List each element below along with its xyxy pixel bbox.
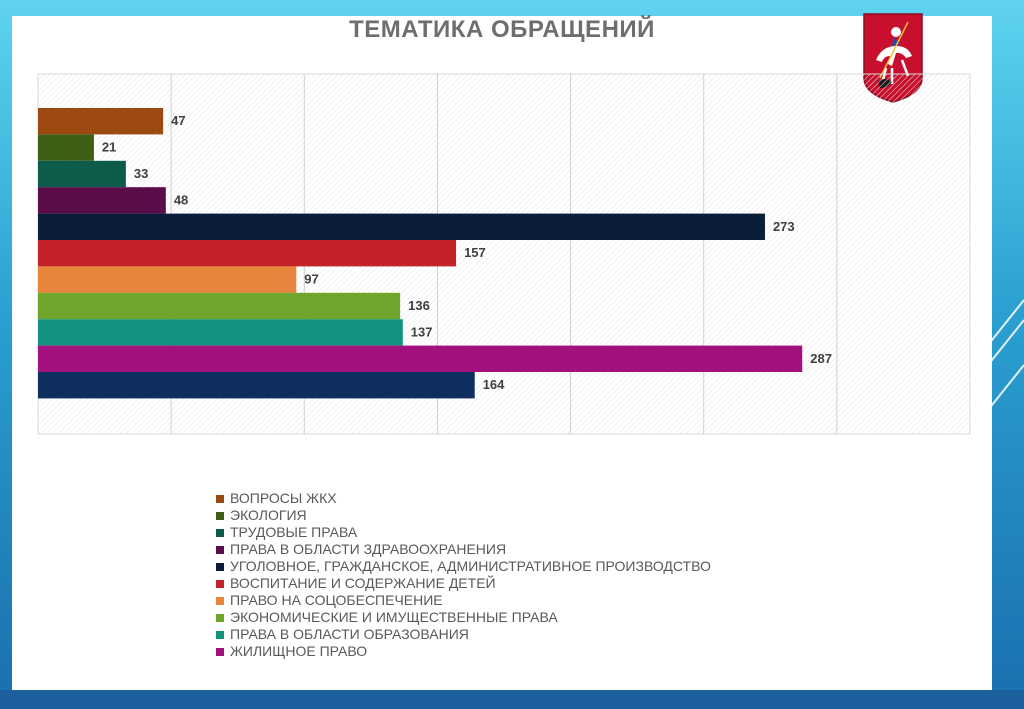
legend-swatch xyxy=(216,630,224,639)
data-label: 47 xyxy=(171,113,185,128)
bar xyxy=(38,187,166,214)
plot-area: 47 21 33 48 273 157 97 136 137 287 164 xyxy=(26,58,974,443)
legend-label: ПРАВА В ОБЛАСТИ ОБРАЗОВАНИЯ xyxy=(230,626,469,642)
data-label: 48 xyxy=(174,192,188,207)
legend-label: ПРАВА В ОБЛАСТИ ЗДРАВООХРАНЕНИЯ xyxy=(230,541,507,557)
legend-item: ВОСПИТАНИЕ И СОДЕРЖАНИЕ ДЕТЕЙ xyxy=(216,575,711,592)
bar xyxy=(38,292,401,320)
legend-item: ЖИЛИЩНОЕ ПРАВО xyxy=(216,643,711,660)
bar xyxy=(38,213,765,240)
legend-label: ВОПРОСЫ ЖКХ xyxy=(230,490,337,506)
bar xyxy=(38,319,403,346)
data-label: 157 xyxy=(464,245,486,260)
chart-legend: ВОПРОСЫ ЖКХ ЭКОЛОГИЯ ТРУДОВЫЕ ПРАВА ПРАВА В… xyxy=(216,490,711,660)
legend-label: УГОЛОВНОЕ, ГРАЖДАНСКОЕ, АДМИНИСТРАТИВНОЕ… xyxy=(230,558,711,574)
bar-chart: 47 21 33 48 273 157 97 136 137 287 164 xyxy=(37,73,971,435)
legend-item: ЭКОЛОГИЯ xyxy=(216,507,711,524)
legend-item: ТРУДОВЫЕ ПРАВА xyxy=(216,524,711,541)
legend-swatch xyxy=(216,613,224,622)
bar xyxy=(38,240,457,267)
legend-label: ЖИЛИЩНОЕ ПРАВО xyxy=(230,643,368,659)
bar xyxy=(38,345,803,372)
legend-swatch xyxy=(216,494,224,503)
chart-title: ТЕМАТИКА ОБРАЩЕНИЙ xyxy=(349,16,655,43)
bar xyxy=(38,372,475,399)
legend-item: ЭКОНОМИЧЕСКИЕ И ИМУЩЕСТВЕННЫЕ ПРАВА xyxy=(216,609,711,626)
bar xyxy=(38,160,126,188)
legend-swatch xyxy=(216,647,224,656)
legend-label: ВОСПИТАНИЕ И СОДЕРЖАНИЕ ДЕТЕЙ xyxy=(230,575,496,591)
data-label: 287 xyxy=(810,351,832,366)
legend-label: ПРАВО НА СОЦОБЕСПЕЧЕНИЕ xyxy=(230,592,443,608)
legend-item: ПРАВО НА СОЦОБЕСПЕЧЕНИЕ xyxy=(216,592,711,609)
legend-item: УГОЛОВНОЕ, ГРАЖДАНСКОЕ, АДМИНИСТРАТИВНОЕ… xyxy=(216,558,711,575)
legend-item: ПРАВА В ОБЛАСТИ ОБРАЗОВАНИЯ xyxy=(216,626,711,643)
legend-swatch xyxy=(216,511,224,520)
legend-swatch xyxy=(216,528,224,537)
legend-swatch xyxy=(216,562,224,571)
bar xyxy=(38,108,164,135)
bar xyxy=(38,266,297,293)
data-label: 21 xyxy=(102,140,116,155)
data-label: 136 xyxy=(408,298,430,313)
data-label: 137 xyxy=(411,324,433,339)
data-label: 33 xyxy=(134,166,148,181)
legend-swatch xyxy=(216,579,224,588)
legend-label: ТРУДОВЫЕ ПРАВА xyxy=(230,524,358,540)
data-label: 97 xyxy=(304,272,318,287)
legend-item: ПРАВА В ОБЛАСТИ ЗДРАВООХРАНЕНИЯ xyxy=(216,541,711,558)
bar xyxy=(38,134,94,161)
legend-item: ВОПРОСЫ ЖКХ xyxy=(216,490,711,507)
legend-label: ЭКОНОМИЧЕСКИЕ И ИМУЩЕСТВЕННЫЕ ПРАВА xyxy=(230,609,558,625)
legend-label: ЭКОЛОГИЯ xyxy=(230,507,307,523)
legend-swatch xyxy=(216,596,224,605)
legend-swatch xyxy=(216,545,224,554)
data-label: 273 xyxy=(773,219,795,234)
data-label: 164 xyxy=(483,377,505,392)
bottom-stripe xyxy=(0,690,1024,709)
